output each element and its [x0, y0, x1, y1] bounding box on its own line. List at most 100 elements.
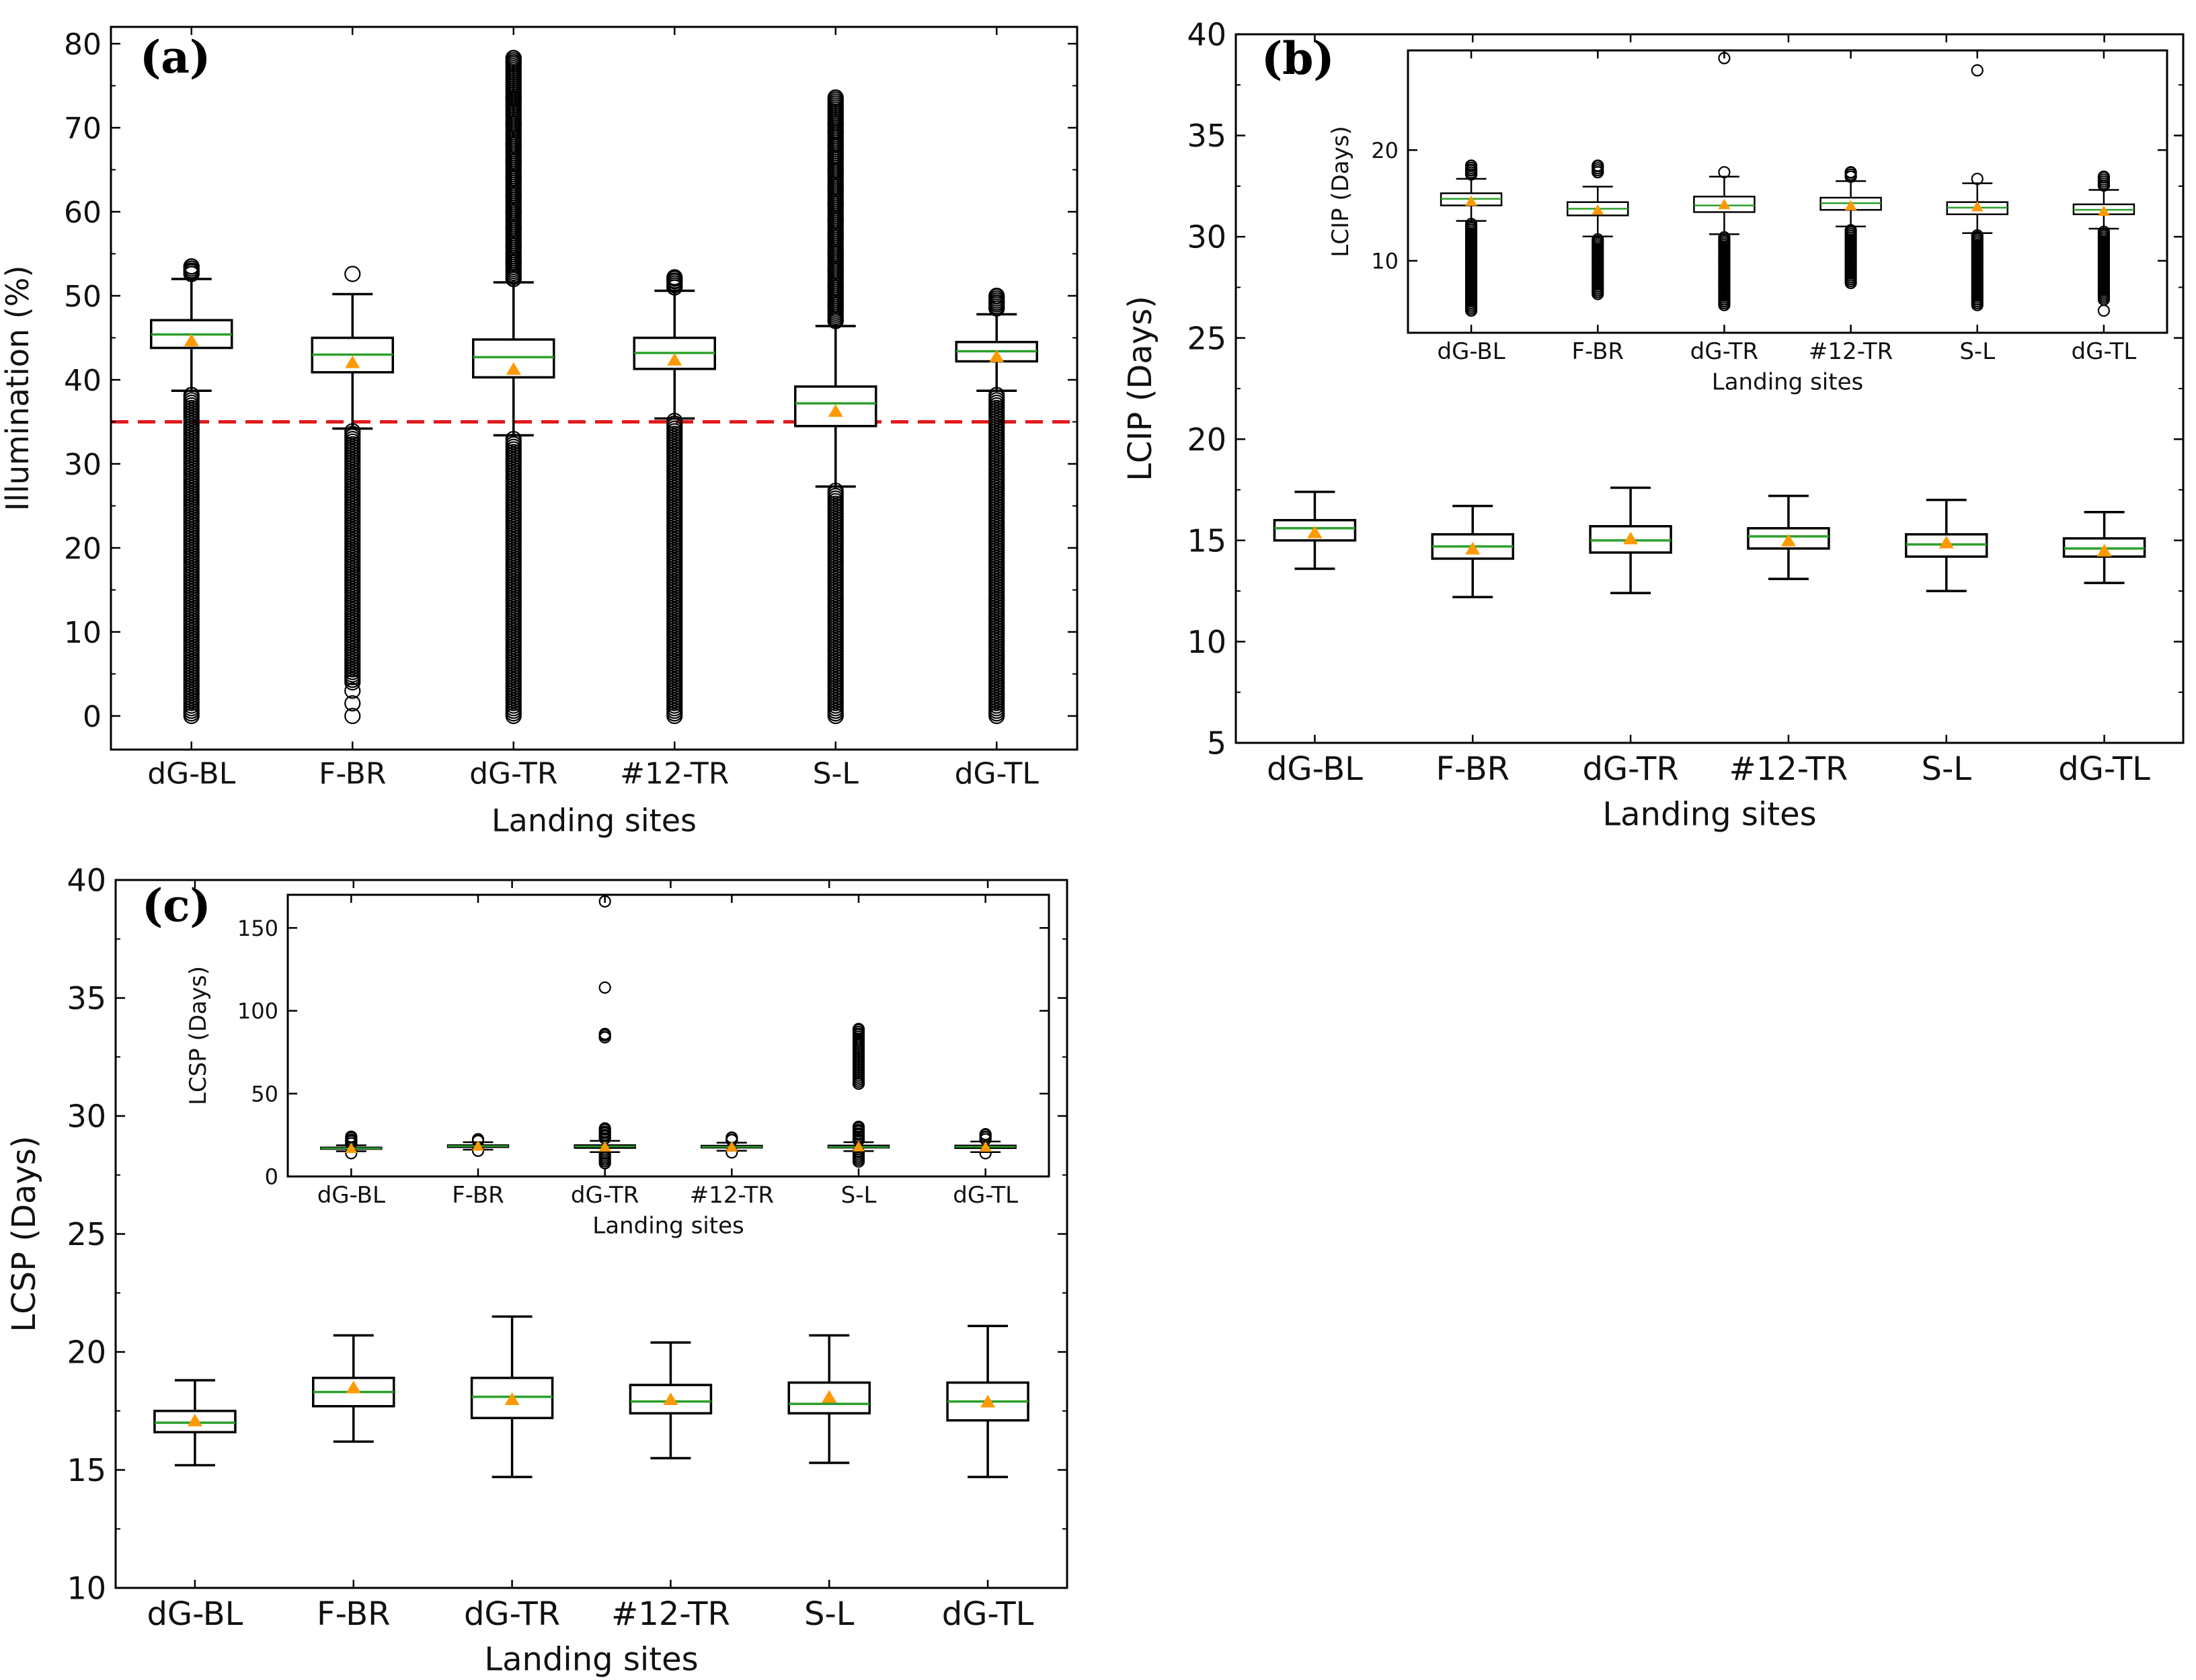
panel-a-mean-marker — [506, 362, 521, 375]
panel-b-mean-marker — [1307, 525, 1323, 538]
panel-b-ytick-label: 40 — [1187, 17, 1226, 53]
panel-c-inset-box-group — [827, 1023, 890, 1168]
panel-a-mean-marker — [667, 353, 682, 366]
panel-c-ytick-label: 35 — [67, 980, 106, 1016]
panel-a-outlier — [344, 682, 361, 699]
panel-a-label-top: (a) — [140, 31, 210, 83]
panel-b-inset-y-axis-label: LCIP (Days) — [1327, 126, 1354, 257]
panel-b-inset-box-group — [1440, 159, 1503, 317]
panel-c-inset-outlier — [598, 981, 611, 994]
panel-c-inset-x-axis-label: Landing sites — [592, 1213, 744, 1240]
panel-a-xtick-label: dG-TL — [955, 757, 1040, 791]
panel-c-mean-marker — [822, 1390, 837, 1403]
panel-c-box-group — [629, 1341, 713, 1459]
panel-b-inset-ytick-label: 10 — [1371, 248, 1399, 274]
panel-b-plot-frame — [1234, 33, 2185, 744]
panel-a-ytick-label: 60 — [64, 196, 102, 230]
panel-a-mean-marker — [828, 404, 843, 417]
panel-b-inset-xtick-label: dG-TR — [1690, 338, 1758, 365]
panel-c-box-group — [946, 1324, 1029, 1478]
panel-b-ytick-label: 35 — [1187, 118, 1226, 154]
panel-b-inset-box-group — [1693, 52, 1756, 311]
panel-a-box-group — [633, 269, 716, 725]
panel-b-inset-outlier — [2097, 170, 2111, 183]
panel-c-label-top: (c) — [142, 879, 211, 932]
panel-b-inset-mean-marker — [1844, 200, 1857, 210]
panel-a-outlier — [988, 287, 1005, 305]
panel-c-box-group — [312, 1334, 395, 1443]
panel-b-inset-mean-marker — [2097, 205, 2110, 216]
panel-c-box — [629, 1384, 713, 1415]
panel-a-box-group — [794, 89, 877, 725]
panel-a-outlier — [344, 707, 361, 725]
panel-c-ytick-label: 25 — [67, 1216, 106, 1252]
panel-a-ytick-label: 70 — [64, 112, 102, 146]
panel-c-inset-outlier — [852, 1120, 865, 1133]
panel-b-ytick-label: 15 — [1187, 522, 1226, 559]
panel-b-inset-x-axis-label: Landing sites — [1712, 369, 1863, 396]
panel-a-ytick-label: 0 — [83, 700, 102, 734]
panel-a-x-axis-label: Landing sites — [492, 802, 697, 838]
panel-c-inset-outlier — [598, 1122, 611, 1135]
panel-c-inset-mean-marker — [472, 1140, 484, 1151]
panel-b-inset-outlier — [1971, 64, 1984, 77]
panel-c-inset-y-axis-label: LCSP (Days) — [185, 966, 212, 1105]
panel-b-box-group — [1905, 498, 1988, 592]
panel-a-label: (a) — [140, 31, 210, 83]
panel-a-outlier — [344, 266, 361, 282]
panel-b-inset-xtick-label: S-L — [1959, 338, 1995, 365]
panel-c-xtick-label: S-L — [804, 1595, 855, 1633]
panel-c-xtick-label: F-BR — [317, 1595, 391, 1633]
panel-c-inset-xtick-label: #12-TR — [690, 1182, 774, 1209]
panel-c-inset-outlier — [852, 1023, 865, 1035]
panel-b-inset-mean-marker — [1971, 201, 1984, 212]
panel-b-ytick-label: 25 — [1187, 320, 1226, 356]
panel-b-inset-xtick-label: dG-BL — [1437, 338, 1505, 365]
panel-c-ytick-label: 40 — [67, 863, 106, 899]
panel-b-inset-box-group — [1567, 159, 1629, 301]
panel-b-inset-plot-frame — [1407, 49, 2168, 334]
panel-c-mean-marker — [980, 1394, 996, 1408]
panel-c-inset-box-group — [574, 895, 636, 1170]
panel-b-inset-inset-background — [1408, 50, 2167, 333]
panel-a-box-group — [472, 50, 555, 725]
panel-a-ytick-label: 50 — [64, 280, 102, 314]
panel-c-inset-ytick-label: 150 — [237, 916, 278, 941]
panel-c-inset-xtick-label: F-BR — [452, 1182, 504, 1209]
panel-a-xtick-label: dG-TR — [469, 757, 557, 791]
panel-b-xtick-label: S-L — [1921, 750, 1971, 788]
panel-b-inset: 10 20 dG-BL F-BR dG-TR #12-TR S-L dG-TL Landing … — [1327, 49, 2168, 396]
panel-c-box-group — [470, 1315, 554, 1478]
panel-c-mean-marker — [663, 1392, 678, 1405]
panel-b-inset-outlier — [2097, 304, 2111, 317]
panel-c-xtick-label: dG-TL — [942, 1595, 1034, 1633]
panel-b-xtick-label: dG-BL — [1267, 750, 1363, 788]
panel-a-box-group — [150, 258, 233, 725]
panel-b-mean-marker — [1938, 535, 1954, 549]
panel-b-inset-box-group — [1946, 64, 2008, 311]
panel-a-outlier — [183, 258, 200, 275]
panel-c-y-axis-label: LCSP (Days) — [5, 1135, 43, 1332]
panel-a-ytick-label: 30 — [64, 448, 102, 482]
panel-c-plot-frame — [114, 879, 1068, 1589]
panel-a-y-axis-label: Illumination (%) — [0, 266, 36, 512]
panel-b-box-group — [2062, 510, 2146, 584]
panel-b-box-group — [1273, 490, 1357, 570]
panel-c-inset-ytick-label: 100 — [237, 998, 278, 1024]
panel-c-label: (c) — [142, 879, 211, 932]
panel-c-xtick-label: dG-TR — [464, 1595, 560, 1633]
panel-b-box-group — [1431, 504, 1514, 598]
panel-c-inset: 0 50 100 150 dG-BL F-BR dG-TR #12-TR S-L dG-TL Lan… — [185, 893, 1050, 1240]
panel-b-inset-box-group — [1819, 166, 1882, 289]
panel-a-outlier — [344, 695, 361, 712]
panel-c-inset-mean-marker — [853, 1141, 865, 1152]
panel-b-xtick-label: #12-TR — [1729, 750, 1848, 788]
panel-b-ytick-label: 30 — [1187, 219, 1226, 255]
panel-c-ytick-label: 30 — [67, 1098, 106, 1135]
panel-c-inset-mean-marker — [598, 1141, 611, 1152]
panel-b-ytick-label: 5 — [1207, 725, 1226, 762]
panel-c-mean-marker — [346, 1380, 361, 1394]
panel-a-xtick-label: #12-TR — [620, 757, 729, 791]
panel-b-inset-outlier — [1718, 52, 1731, 65]
panel-c-inset-ytick-label: 50 — [251, 1081, 278, 1107]
